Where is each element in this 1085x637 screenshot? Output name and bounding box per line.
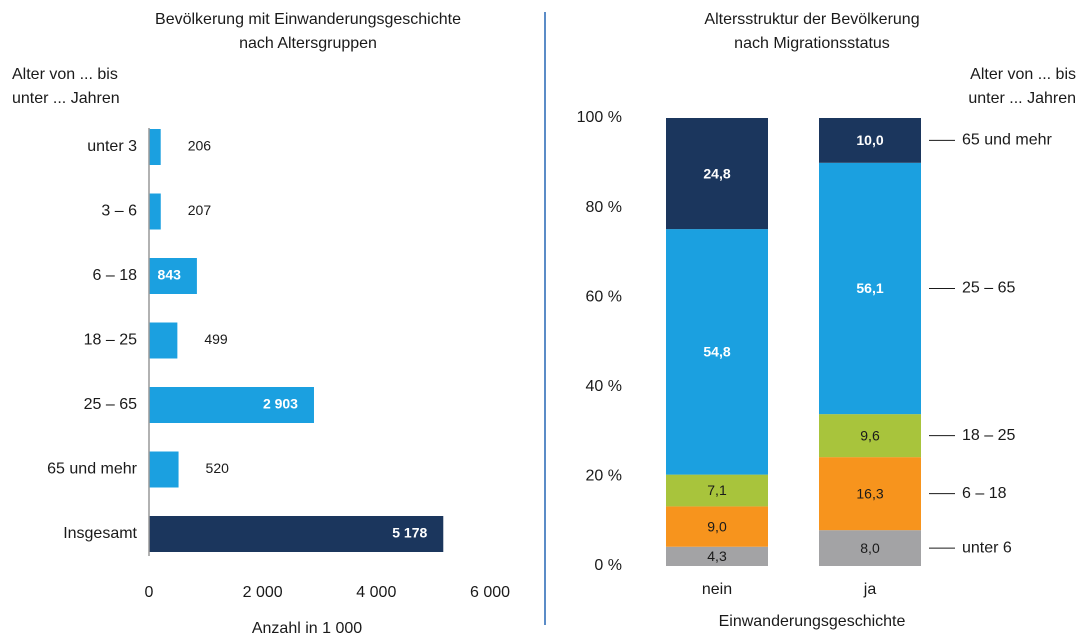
legend-label: 25 – 65: [962, 280, 1015, 297]
legend-label: unter 6: [962, 539, 1012, 556]
y-tick-label: 100 %: [577, 109, 622, 126]
value-label: 206: [188, 138, 212, 154]
value-label: 56,1: [856, 280, 883, 296]
category-label: 25 – 65: [84, 396, 137, 413]
legend-label: 65 und mehr: [962, 132, 1053, 149]
x-tick-label: 0: [145, 584, 154, 601]
bar-segment: [819, 457, 921, 531]
bar-segment: [666, 229, 768, 475]
value-label: 7,1: [707, 482, 727, 498]
bar-segment: [666, 118, 768, 230]
x-tick-label: 6 000: [470, 584, 510, 601]
chart-title: Altersstruktur der Bevölkerung: [704, 11, 919, 28]
y-tick-label: 40 %: [586, 378, 622, 395]
x-axis-title: Einwanderungsgeschichte: [719, 613, 906, 630]
value-label: 2 903: [263, 396, 298, 412]
value-label: 4,3: [707, 548, 727, 564]
bar: [149, 193, 161, 230]
bar-segment: [819, 162, 921, 415]
category-label: unter 3: [87, 138, 137, 155]
y-tick-label: 20 %: [586, 468, 622, 485]
category-label: 3 – 6: [101, 203, 137, 220]
bar: [149, 516, 444, 552]
legend-label: 6 – 18: [962, 485, 1007, 502]
legend-title: unter ... Jahren: [968, 90, 1076, 107]
bar-segment: [666, 546, 768, 566]
x-tick-label: nein: [702, 581, 732, 598]
bar: [149, 258, 197, 294]
bar: [149, 322, 178, 359]
x-axis-title: Anzahl in 1 000: [252, 620, 362, 637]
category-label: 65 und mehr: [47, 461, 138, 478]
bar-segment: [819, 530, 921, 566]
bar-segment: [819, 414, 921, 458]
y-axis-title: Alter von ... bis: [12, 66, 118, 83]
chart-title: nach Migrationsstatus: [734, 35, 890, 52]
category-label: Insgesamt: [63, 525, 137, 542]
bar: [149, 387, 314, 423]
chart-title: nach Altersgruppen: [239, 35, 377, 52]
bar-segment: [666, 474, 768, 507]
y-tick-label: 0 %: [594, 557, 622, 574]
y-axis-title: unter ... Jahren: [12, 90, 120, 107]
chart-title: Bevölkerung mit Einwanderungsgeschichte: [155, 11, 461, 28]
value-label: 16,3: [856, 485, 883, 501]
value-label: 499: [204, 331, 228, 347]
legend-label: 18 – 25: [962, 427, 1015, 444]
legend-title: Alter von ... bis: [970, 66, 1076, 83]
y-tick-label: 60 %: [586, 288, 622, 305]
value-label: 520: [206, 460, 230, 476]
value-label: 207: [188, 202, 212, 218]
value-label: 843: [158, 267, 182, 283]
x-tick-label: 2 000: [243, 584, 283, 601]
value-label: 9,6: [860, 427, 880, 443]
value-label: 8,0: [860, 540, 880, 556]
bar: [149, 129, 161, 165]
bar: [149, 451, 179, 488]
bar-segment: [666, 506, 768, 547]
x-tick-label: ja: [863, 581, 877, 598]
value-label: 5 178: [392, 525, 427, 541]
value-label: 9,0: [707, 518, 727, 534]
category-label: 6 – 18: [93, 267, 138, 284]
bar-segment: [819, 118, 921, 163]
value-label: 10,0: [856, 132, 883, 148]
value-label: 24,8: [703, 165, 730, 181]
category-label: 18 – 25: [84, 332, 137, 349]
y-tick-label: 80 %: [586, 199, 622, 216]
value-label: 54,8: [703, 344, 730, 360]
x-tick-label: 4 000: [356, 584, 396, 601]
